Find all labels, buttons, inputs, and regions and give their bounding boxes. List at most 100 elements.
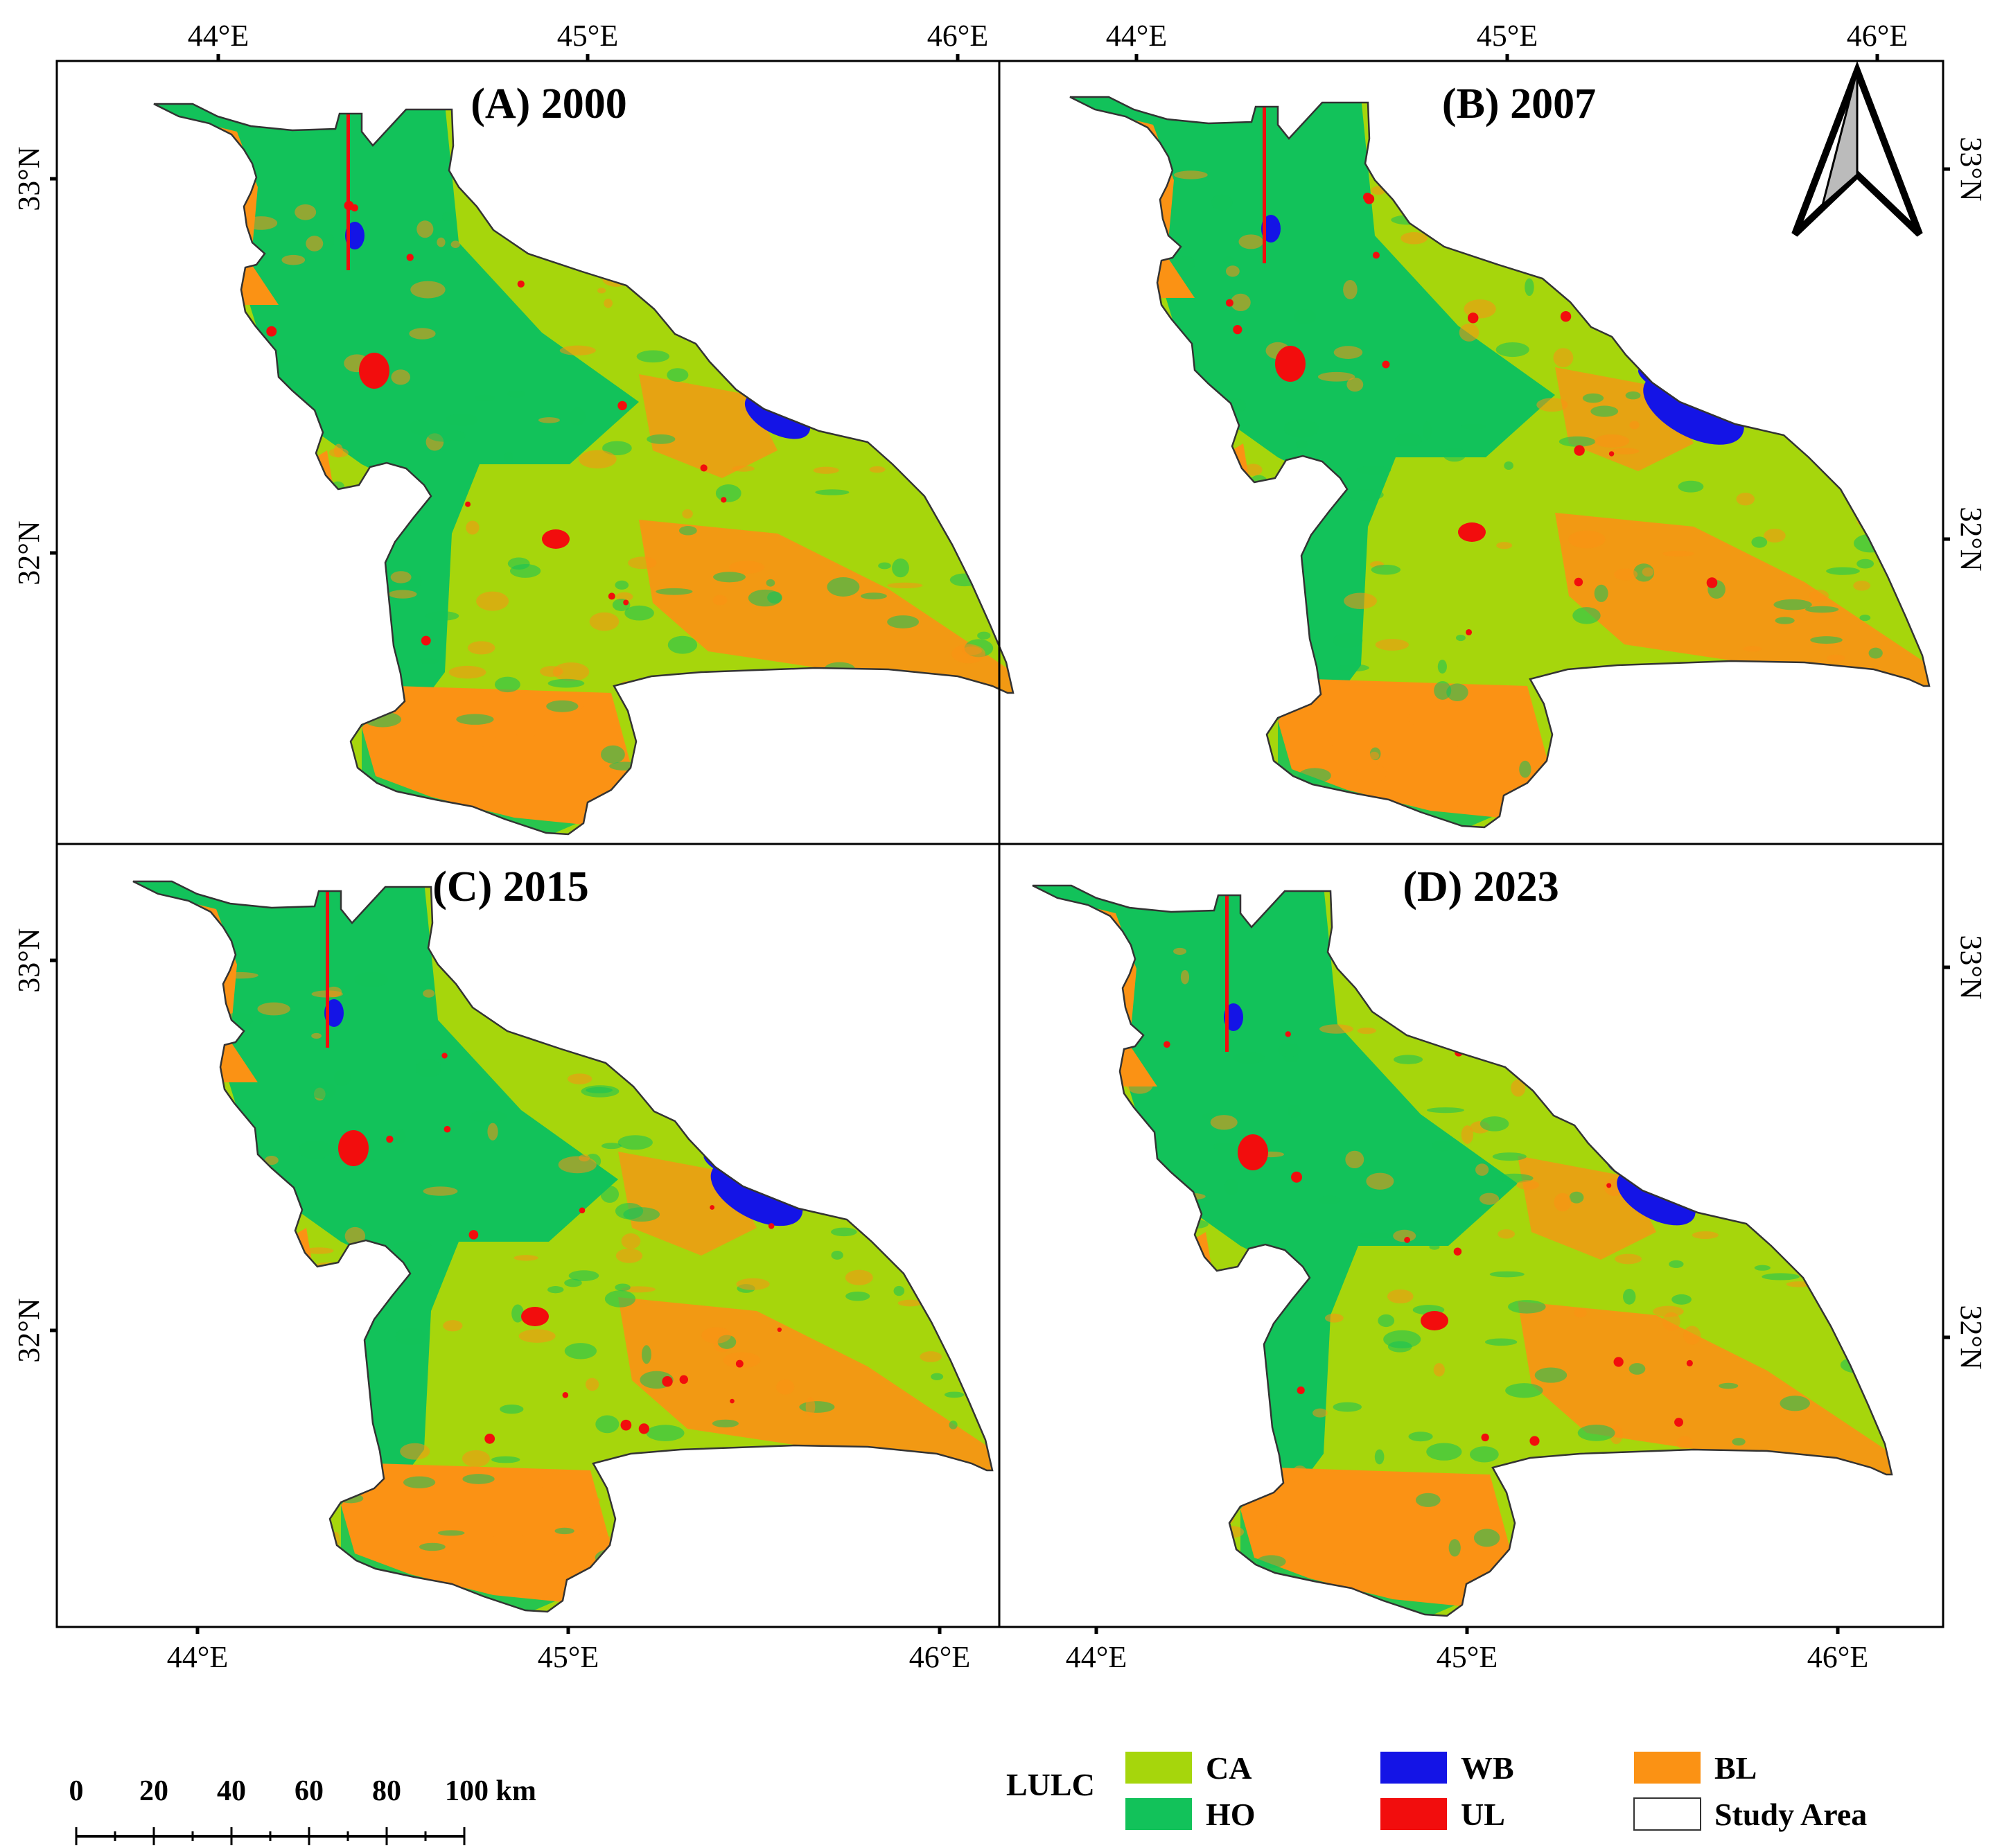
texture-patch — [962, 646, 983, 655]
texture-patch — [1454, 745, 1475, 757]
ul-city-diwaniya — [521, 1307, 549, 1326]
texture-patch — [491, 1456, 520, 1463]
ul-patch — [1243, 592, 1252, 601]
texture-patch — [1333, 633, 1363, 649]
texture-patch — [494, 676, 520, 693]
texture-patch — [1519, 956, 1545, 970]
ul-city-diwaniya — [1458, 522, 1486, 542]
texture-patch — [278, 711, 303, 730]
texture-patch — [845, 261, 863, 273]
texture-patch — [357, 668, 367, 685]
texture-patch — [274, 728, 292, 734]
ul-patch — [608, 592, 615, 600]
texture-patch — [580, 1517, 604, 1537]
texture-patch — [1469, 1446, 1499, 1463]
legend-label: Study Area — [1714, 1797, 1867, 1832]
texture-patch — [333, 1271, 373, 1287]
texture-patch — [1508, 1300, 1546, 1314]
texture-patch — [1256, 1555, 1286, 1568]
lon-tick-label: 44°E — [188, 19, 249, 53]
texture-patch — [1870, 264, 1895, 279]
texture-patch — [1610, 448, 1640, 455]
texture-patch — [1534, 1367, 1568, 1383]
ul-patch — [1672, 1009, 1684, 1021]
texture-patch — [854, 221, 890, 228]
texture-patch — [1222, 256, 1236, 264]
texture-patch — [538, 1473, 562, 1490]
texture-patch — [579, 1496, 601, 1504]
texture-patch — [1594, 434, 1630, 448]
texture-patch — [1608, 1016, 1647, 1033]
texture-patch — [1446, 683, 1468, 701]
ul-patch — [710, 1205, 715, 1210]
texture-patch — [702, 1064, 717, 1084]
legend-title: LULC — [1006, 1767, 1095, 1802]
texture-patch — [933, 290, 957, 299]
texture-patch — [570, 186, 592, 201]
texture-patch — [1221, 714, 1240, 729]
texture-patch — [1810, 636, 1843, 644]
texture-patch — [1868, 736, 1890, 746]
texture-patch — [1805, 606, 1839, 613]
texture-patch — [1581, 945, 1619, 953]
panel-title: (A) 2000 — [471, 80, 627, 127]
texture-patch — [862, 244, 875, 260]
texture-patch — [1651, 967, 1665, 978]
ul-patch — [1233, 325, 1243, 335]
texture-patch — [764, 953, 792, 965]
texture-patch — [254, 448, 264, 462]
texture-patch — [1736, 493, 1755, 506]
texture-patch — [972, 710, 985, 725]
texture-patch — [1347, 489, 1384, 501]
bl-area-south — [341, 1463, 611, 1602]
texture-patch — [1403, 971, 1430, 978]
ul-patch — [730, 1398, 735, 1404]
texture-patch — [713, 572, 746, 583]
texture-patch — [1781, 391, 1808, 410]
texture-patch — [1615, 1253, 1642, 1265]
texture-patch — [1345, 1150, 1364, 1169]
texture-patch — [1215, 504, 1252, 512]
texture-patch — [1355, 466, 1391, 475]
texture-patch — [920, 1351, 942, 1362]
texture-patch — [1693, 371, 1716, 381]
ul-patch — [751, 305, 760, 313]
texture-patch — [784, 1005, 803, 1024]
texture-patch — [1799, 1002, 1810, 1015]
texture-patch — [1154, 1420, 1192, 1427]
texture-patch — [295, 204, 317, 220]
texture-patch — [678, 986, 699, 1004]
texture-patch — [850, 1145, 873, 1151]
texture-patch — [1671, 1294, 1692, 1305]
texture-patch — [587, 1535, 619, 1553]
ul-patch — [1613, 1357, 1624, 1367]
texture-patch — [1225, 483, 1243, 500]
texture-patch — [311, 1032, 322, 1039]
texture-patch — [593, 958, 629, 968]
texture-patch — [789, 363, 803, 377]
texture-patch — [595, 1415, 620, 1434]
ul-patch — [1247, 1320, 1252, 1325]
texture-patch — [1759, 734, 1782, 748]
texture-patch — [469, 1110, 508, 1123]
texture-patch — [1865, 507, 1884, 520]
texture-patch — [1740, 233, 1763, 246]
texture-patch — [1195, 681, 1218, 701]
texture-patch — [953, 974, 976, 993]
texture-patch — [409, 328, 436, 340]
texture-patch — [778, 1454, 809, 1470]
texture-patch — [715, 342, 754, 358]
texture-patch — [1610, 954, 1621, 962]
texture-patch — [907, 1098, 928, 1116]
texture-patch — [1859, 615, 1871, 622]
texture-patch — [1870, 692, 1904, 700]
texture-patch — [712, 595, 728, 606]
texture-patch — [746, 1031, 758, 1041]
texture-patch — [797, 698, 820, 706]
texture-patch — [895, 276, 911, 294]
texture-patch — [1139, 1507, 1171, 1517]
texture-patch — [1258, 672, 1292, 692]
ul-patch — [292, 1352, 301, 1361]
texture-patch — [1656, 995, 1669, 1003]
texture-patch — [1809, 589, 1829, 602]
